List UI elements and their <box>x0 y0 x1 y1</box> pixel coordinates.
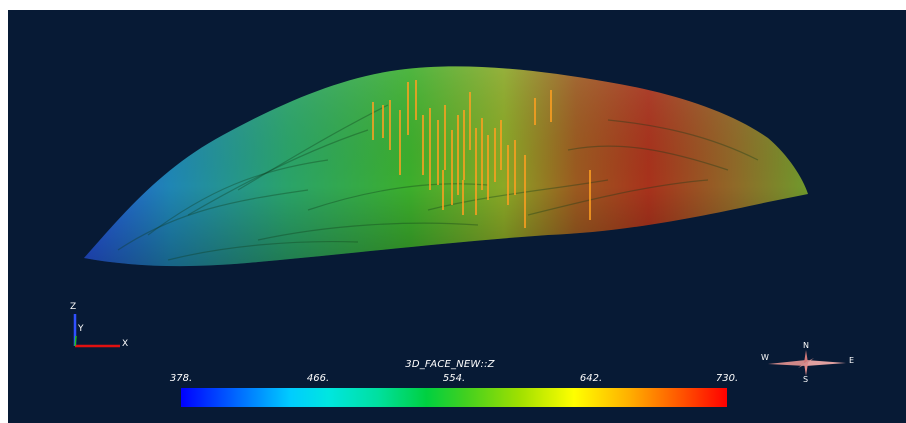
3d-viewport[interactable]: Z Y X N S E W <box>8 10 906 423</box>
compass-west-label: W <box>761 353 769 362</box>
colorbar-tick: 642. <box>579 373 603 384</box>
colorbar-legend <box>181 388 727 407</box>
orientation-axes: Z Y X <box>66 302 136 357</box>
x-axis-label: X <box>122 339 129 349</box>
colorbar-tick-min: 378. <box>169 373 193 384</box>
colorbar-tick: 466. <box>306 373 330 384</box>
terrain-ridges <box>117 104 759 261</box>
z-axis-label: Z <box>70 302 77 312</box>
y-axis-line <box>74 335 77 347</box>
colorbar-title: 3D_FACE_NEW::Z <box>405 359 495 370</box>
y-axis-label: Y <box>78 324 84 334</box>
colorbar-tick-max: 730. <box>715 373 739 384</box>
compass-rose: N S E W <box>760 338 860 388</box>
compass-star-icon <box>768 350 846 376</box>
terrain-scene[interactable] <box>8 10 906 423</box>
compass-east-label: E <box>849 356 855 365</box>
compass-north-label: N <box>803 341 809 350</box>
drillholes <box>372 80 591 228</box>
colorbar-tick: 554. <box>442 373 466 384</box>
compass-south-label: S <box>803 375 809 384</box>
